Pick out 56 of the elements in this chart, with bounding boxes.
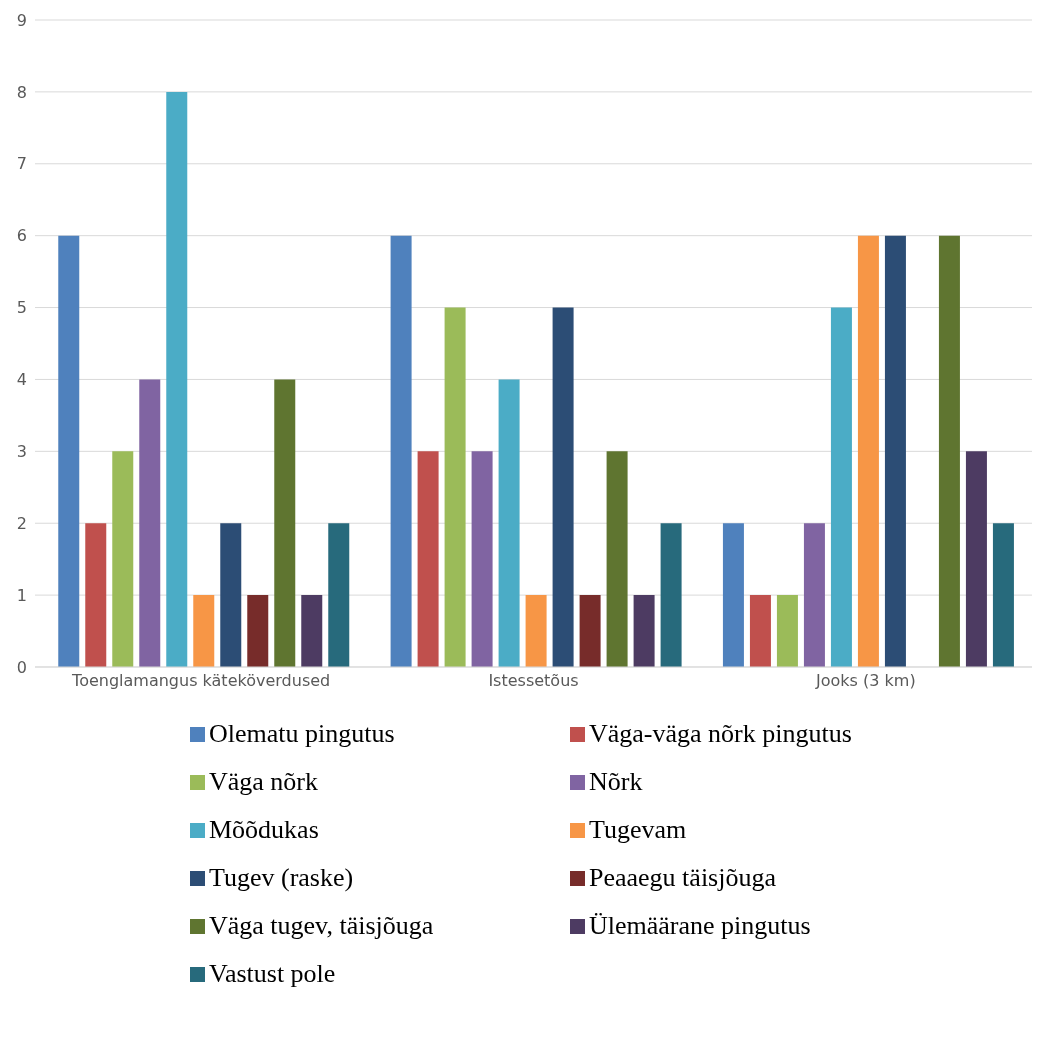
y-tick-label: 4 <box>16 370 27 390</box>
bar <box>193 595 215 667</box>
y-tick-label: 7 <box>16 154 27 174</box>
bar <box>660 523 682 667</box>
bar <box>830 307 852 667</box>
x-tick-label: Toenglamangus käteköverdused <box>71 671 331 691</box>
bar <box>166 91 188 667</box>
bar <box>139 379 161 667</box>
legend-label: Tugevam <box>589 815 687 845</box>
bar <box>722 523 744 667</box>
y-tick-label: 8 <box>16 82 27 102</box>
bar <box>85 523 107 667</box>
bar <box>606 451 628 667</box>
bar <box>58 235 80 667</box>
bar <box>328 523 350 667</box>
bar <box>884 235 906 667</box>
bar <box>552 307 574 667</box>
y-tick-label: 1 <box>16 585 27 605</box>
bar <box>247 595 269 667</box>
bar <box>938 235 960 667</box>
bar <box>444 307 466 667</box>
x-tick-label: Istessetõus <box>488 671 579 691</box>
bar <box>633 595 655 667</box>
legend-label: Vastust pole <box>209 959 336 989</box>
y-tick-label: 0 <box>16 657 27 677</box>
bar <box>857 235 879 667</box>
bar <box>803 523 825 667</box>
legend-label: Mõõdukas <box>209 815 319 845</box>
bar <box>220 523 242 667</box>
bar <box>390 235 412 667</box>
bar <box>274 379 296 667</box>
bar <box>749 595 771 667</box>
bar <box>992 523 1014 667</box>
legend-label: Tugev (raske) <box>209 863 354 893</box>
y-tick-label: 3 <box>16 442 27 462</box>
bar <box>471 451 493 667</box>
bar <box>417 451 439 667</box>
y-tick-label: 2 <box>16 513 27 533</box>
bar <box>301 595 323 667</box>
bar <box>525 595 547 667</box>
legend-label: Väga nõrk <box>209 767 319 797</box>
bar <box>965 451 987 667</box>
x-tick-label: Jooks (3 km) <box>815 671 916 691</box>
legend-label: Peaaegu täisjõuga <box>589 863 776 893</box>
legend-label: Väga-väga nõrk pingutus <box>589 719 852 749</box>
y-tick-label: 5 <box>16 298 27 318</box>
bar <box>498 379 520 667</box>
y-tick-label: 9 <box>16 10 27 30</box>
bar <box>776 595 798 667</box>
bar <box>112 451 134 667</box>
legend-label: Ülemäärane pingutus <box>589 911 811 941</box>
legend-label: Nõrk <box>589 767 643 797</box>
legend-label: Väga tugev, täisjõuga <box>209 911 434 941</box>
bar <box>579 595 601 667</box>
y-tick-label: 6 <box>16 226 27 246</box>
legend-label: Olematu pingutus <box>209 719 395 749</box>
